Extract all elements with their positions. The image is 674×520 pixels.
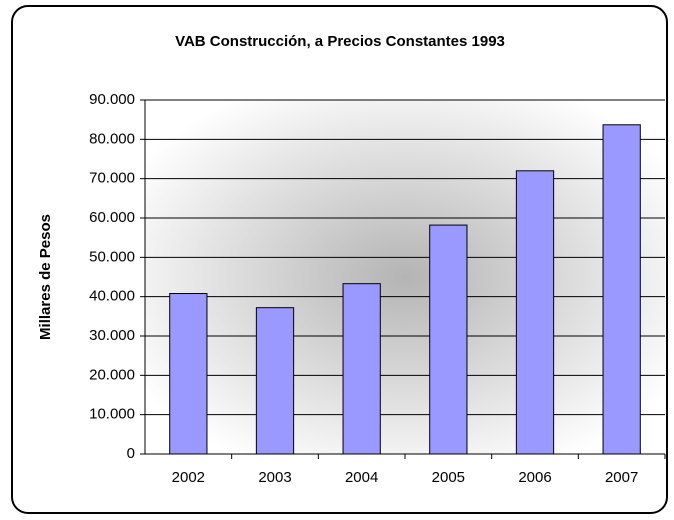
y-tick-label: 80.000 (89, 130, 135, 147)
y-tick-label: 90.000 (89, 91, 135, 108)
bar (255, 307, 295, 455)
bar (429, 224, 468, 455)
y-tick-label: 10.000 (89, 406, 135, 423)
bar (169, 293, 208, 455)
y-tick-label: 20.000 (89, 366, 135, 383)
y-tick-label: 30.000 (89, 327, 135, 344)
y-axis-label: Millares de Pesos (37, 214, 54, 340)
y-tick-label: 40.000 (89, 288, 135, 305)
y-tick-label: 50.000 (89, 248, 135, 265)
x-tick-label: 2002 (172, 469, 205, 486)
x-tick-label: 2006 (518, 469, 551, 486)
x-tick-label: 2004 (345, 469, 378, 486)
chart-title: VAB Construcción, a Precios Constantes 1… (175, 33, 505, 50)
x-tick-label: 2003 (258, 469, 291, 486)
y-tick-label: 60.000 (89, 209, 135, 226)
plot-area (145, 100, 665, 454)
bar (515, 170, 555, 455)
y-tick-label: 70.000 (89, 170, 135, 187)
bar (342, 283, 381, 455)
bar (602, 124, 641, 455)
x-tick-label: 2005 (432, 469, 465, 486)
y-tick-label: 0 (127, 445, 135, 462)
x-tick-label: 2007 (605, 469, 638, 486)
